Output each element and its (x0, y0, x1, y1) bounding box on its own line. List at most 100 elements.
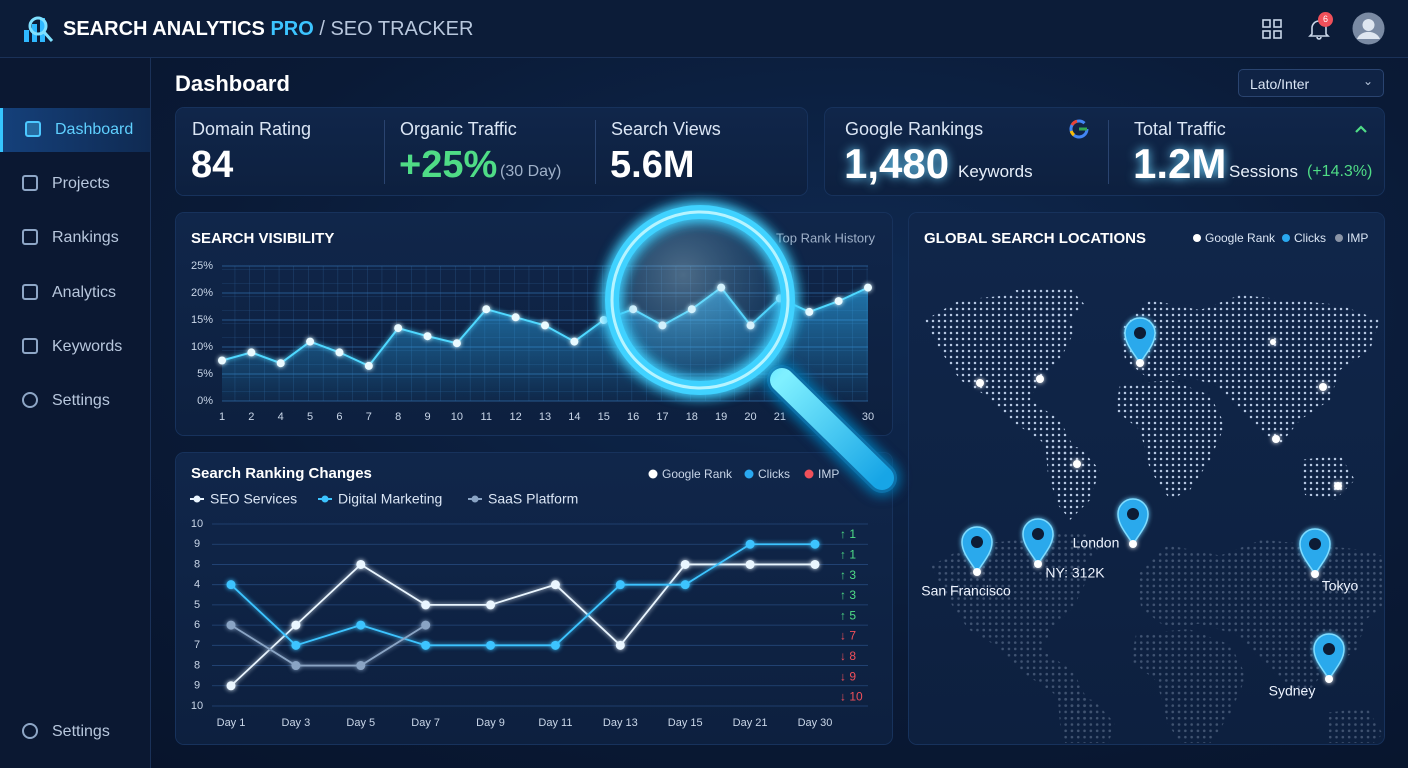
x-tick-label: 8 (395, 411, 401, 423)
legend-marker (471, 495, 479, 503)
nav-item[interactable]: Analytics (0, 271, 150, 315)
nav-label: Settings (52, 723, 110, 740)
nav-item[interactable]: Keywords (0, 325, 150, 369)
kpi-label: Organic Traffic (400, 119, 517, 139)
point (356, 620, 366, 630)
point (599, 316, 608, 324)
y-tick-label: 4 (194, 579, 200, 591)
point (486, 640, 496, 650)
nav-item[interactable]: Rankings (0, 216, 150, 260)
divider (1108, 120, 1109, 184)
x-tick-label: 18 (686, 411, 698, 423)
y-tick-label: 20% (191, 287, 213, 299)
x-tick-label: 6 (336, 411, 342, 423)
kpi-label: Domain Rating (192, 119, 312, 139)
point (356, 661, 366, 671)
page-title: Dashboard (175, 71, 290, 96)
point (680, 559, 690, 569)
x-tick-label: 2 (248, 411, 254, 423)
point (218, 356, 226, 365)
series-line (230, 543, 815, 647)
legend-marker (1282, 234, 1290, 242)
y-tick-label: 7 (194, 639, 200, 651)
point (291, 640, 301, 650)
legend-marker (744, 469, 754, 479)
y-tick-label: 25% (191, 260, 213, 272)
nav-item[interactable]: Projects (0, 162, 150, 206)
font-select[interactable]: Lato/Inter ⌄ (1238, 69, 1384, 97)
trend-up-icon (1355, 125, 1367, 133)
chevron: ⌄ (1363, 74, 1374, 88)
legend-marker (193, 495, 201, 503)
legend-label: IMP (818, 467, 839, 481)
magnifier (605, 205, 897, 493)
ranking-panel (176, 453, 892, 744)
point (615, 580, 625, 590)
legend-label: SEO Services (210, 491, 297, 507)
divider (384, 120, 385, 184)
kpi-value: 1.2M (1133, 140, 1227, 187)
header: SEARCH ANALYTICS PRO / SEO TRACKER 6 (0, 0, 1408, 58)
point (834, 297, 843, 306)
y-tick-label: 5% (197, 368, 213, 380)
y-tick-label: 10 (191, 518, 203, 530)
y-tick-label: 5 (194, 599, 200, 611)
point (810, 559, 820, 569)
kpi-label: Google Rankings (845, 119, 984, 139)
kpi-label: Total Traffic (1134, 119, 1226, 139)
nav-item[interactable]: Settings (0, 710, 150, 754)
map-pin (1117, 498, 1149, 549)
location-label: Sydney (1269, 683, 1316, 699)
legend-label: Digital Marketing (338, 491, 442, 507)
point (276, 359, 285, 368)
point (394, 324, 403, 333)
google-icon (1069, 119, 1089, 139)
rank-change: ↑ 3 (840, 588, 856, 602)
kpi-value: 84 (191, 144, 234, 186)
point (226, 620, 236, 630)
point (864, 283, 872, 292)
x-tick-label: 10 (451, 411, 463, 423)
rank-change: ↓ 10 (840, 690, 863, 704)
x-tick-label: Day 7 (411, 717, 440, 729)
avatar[interactable] (1352, 12, 1385, 45)
point (541, 321, 549, 330)
chart-subtitle: Top Rank History (776, 230, 875, 245)
kpi-change: (+14.3%) (1307, 163, 1373, 180)
x-tick-label: Day 15 (668, 717, 703, 729)
x-tick-label: 1 (219, 411, 225, 423)
y-tick-label: 6 (194, 619, 200, 631)
x-tick-label: 12 (510, 411, 522, 423)
point (423, 332, 432, 341)
notification-badge: 6 (1318, 12, 1333, 27)
kpi-value: 1,480 (844, 140, 950, 187)
y-tick-label: 10% (191, 341, 213, 353)
chart-title: SEARCH VISIBILITY (191, 230, 334, 247)
location-label: Tokyo (1322, 578, 1359, 594)
x-tick-label: 17 (656, 411, 668, 423)
legend-marker (1335, 234, 1343, 242)
point (291, 620, 301, 630)
point (486, 600, 496, 610)
nav-item[interactable]: Dashboard (0, 108, 150, 152)
point (452, 339, 461, 348)
kpi-note: (30 Day) (500, 163, 562, 180)
x-tick-label: 19 (715, 411, 727, 423)
apps-button[interactable] (1262, 19, 1282, 39)
brand-name: SEARCH ANALYTICS (63, 18, 265, 40)
y-tick-label: 0% (197, 395, 213, 407)
brand: SEARCH ANALYTICS PRO / SEO TRACKER (63, 18, 473, 41)
legend-label: Clicks (1294, 231, 1326, 245)
rank-change: ↓ 9 (840, 669, 856, 683)
rank-change: ↓ 8 (840, 649, 856, 663)
location-label: San Francisco (921, 583, 1011, 599)
nav-item[interactable]: Settings (0, 379, 150, 423)
chart-title: GLOBAL SEARCH LOCATIONS (924, 230, 1146, 247)
kpi-value: 5.6M (610, 144, 695, 186)
rank-change: ↓ 7 (840, 629, 856, 643)
x-tick-label: 9 (424, 411, 430, 423)
x-tick-label: 21 (774, 411, 786, 423)
chart-title: Search Ranking Changes (191, 465, 372, 482)
nav-label: Settings (52, 392, 110, 409)
